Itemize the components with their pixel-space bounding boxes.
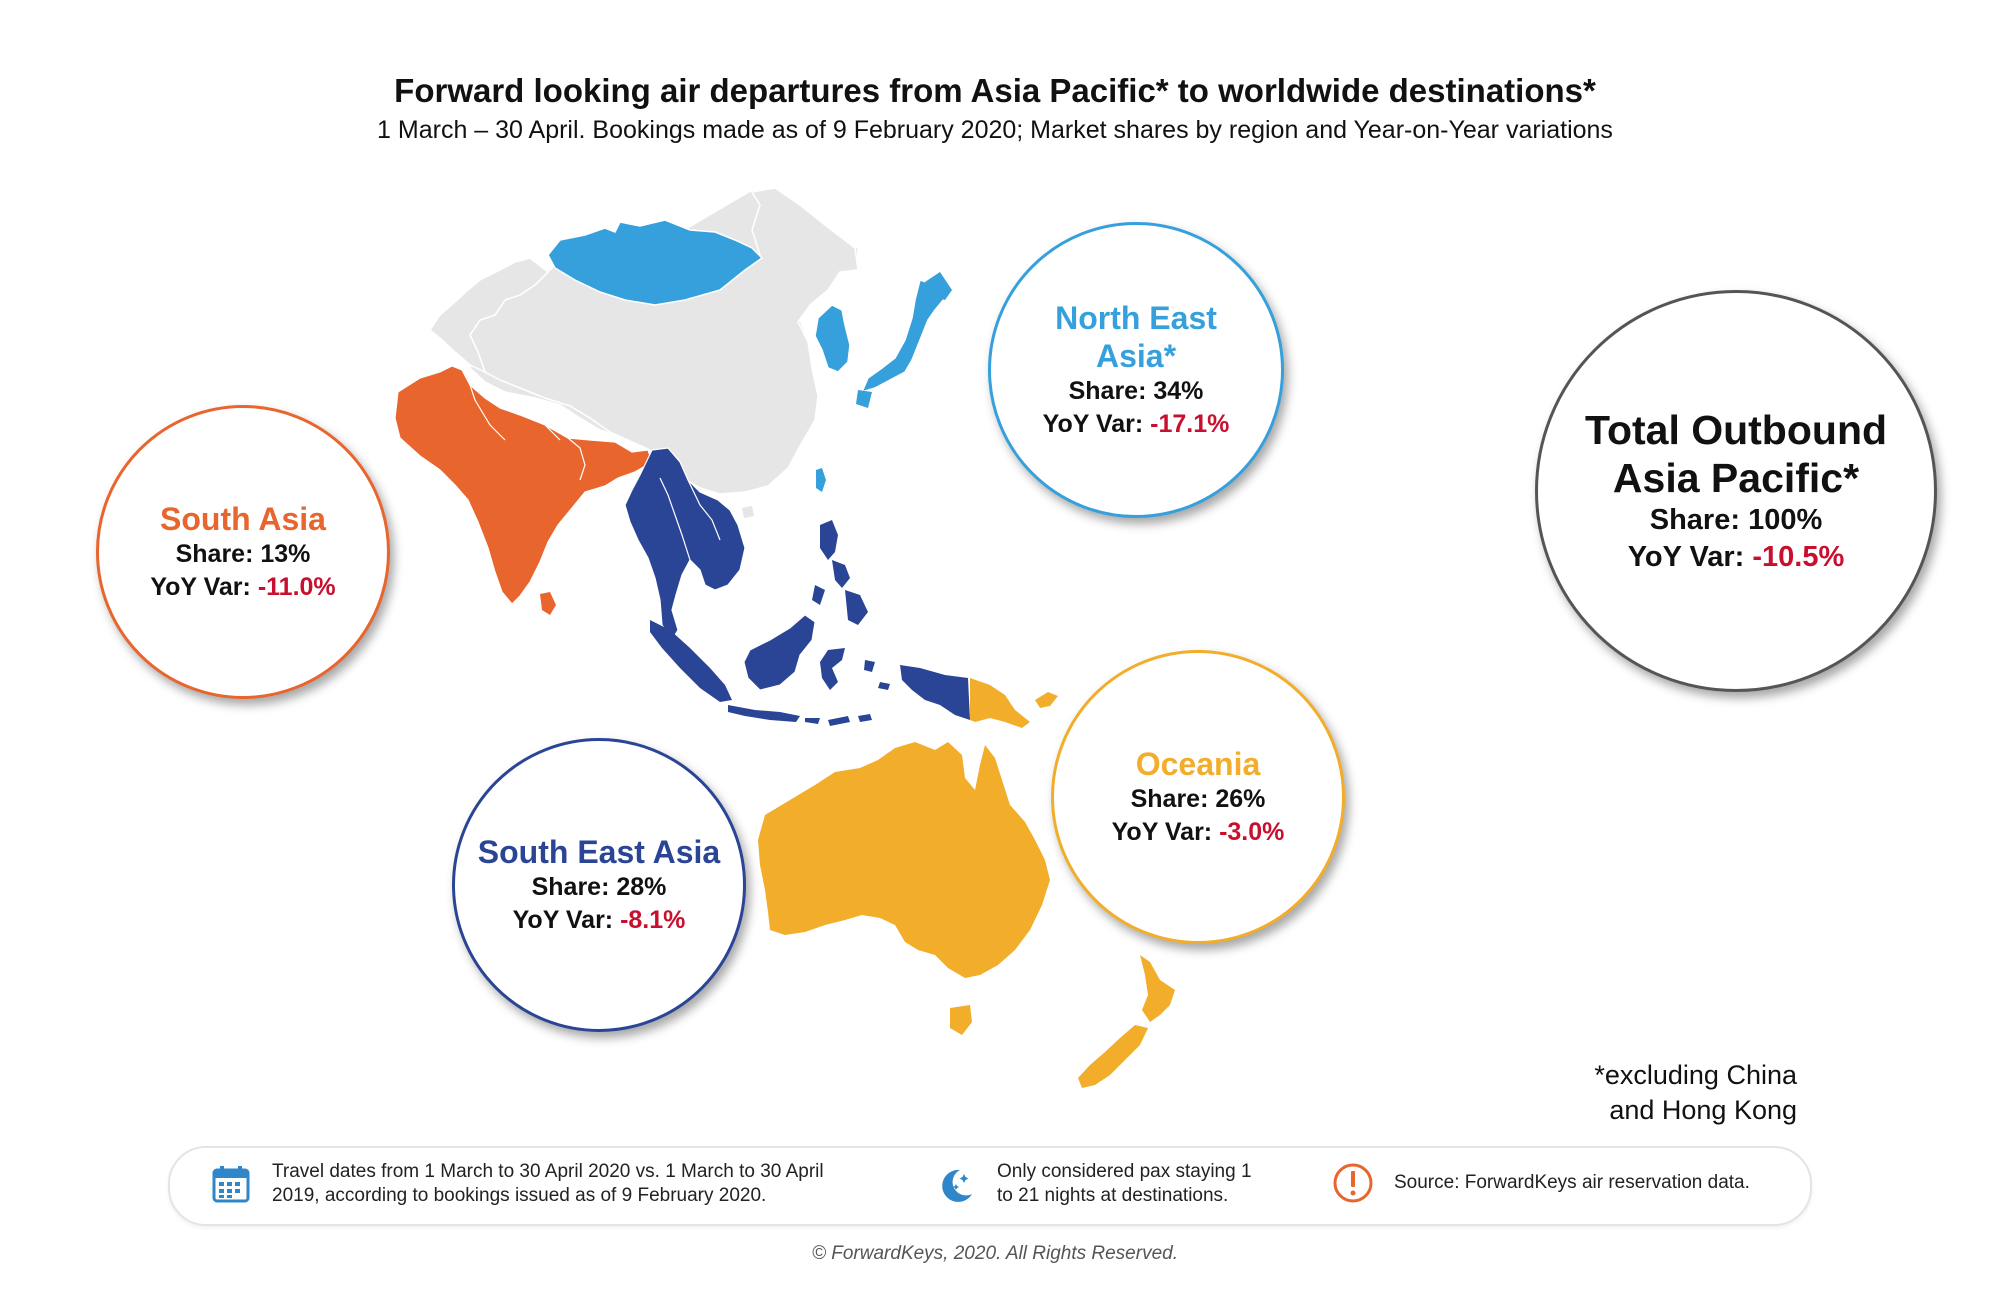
share-value: 26% — [1215, 785, 1266, 813]
region-name: South East Asia — [477, 834, 721, 870]
share-label: Share: — [1130, 785, 1216, 813]
nights-item: Only considered pax staying 1 to 21 nigh… — [933, 1160, 1252, 1208]
yoy-line: YoY Var: -8.1% — [513, 904, 686, 937]
source-text: Source: ForwardKeys air reservation data… — [1394, 1172, 1750, 1193]
yoy-value: -17.1% — [1150, 410, 1230, 438]
yoy-value: -3.0% — [1219, 818, 1285, 846]
region-name: Oceania — [1135, 746, 1261, 782]
yoy-value: -11.0% — [257, 573, 336, 601]
maluku-shape — [864, 660, 890, 690]
south-asia-bubble: South Asia Share: 13% YoY Var: -11.0% — [96, 405, 390, 699]
yoy-label: YoY Var: — [512, 906, 621, 934]
china-west — [429, 257, 550, 374]
philippines-shape — [812, 520, 868, 625]
new-zealand-south — [1078, 1025, 1148, 1088]
share-value: 34% — [1153, 377, 1204, 405]
share-line: Share: 13% — [176, 538, 311, 571]
share-line: Share: 28% — [532, 871, 667, 904]
hainan-shape — [742, 506, 754, 518]
note-line-1: *excluding China — [1594, 1060, 1797, 1090]
info-bar: Travel dates from 1 March to 30 April 20… — [168, 1146, 1812, 1226]
yoy-line: YoY Var: -10.5% — [1628, 539, 1845, 576]
share-value: 13% — [260, 540, 311, 568]
new-zealand-north — [1140, 955, 1175, 1022]
yoy-line: YoY Var: -17.1% — [1043, 408, 1230, 441]
share-label: Share: — [175, 540, 261, 568]
yoy-label: YoY Var: — [1042, 410, 1151, 438]
north-east-asia-bubble: North East Asia* Share: 34% YoY Var: -17… — [988, 222, 1284, 518]
yoy-label: YoY Var: — [150, 573, 258, 601]
share-line: Share: 26% — [1131, 783, 1266, 816]
nights-line-2: to 21 nights at destinations. — [997, 1185, 1229, 1206]
south-asia-shape — [394, 365, 653, 605]
south-east-asia-bubble: South East Asia Share: 28% YoY Var: -8.1… — [452, 738, 746, 1032]
share-line: Share: 34% — [1069, 375, 1204, 408]
yoy-line: YoY Var: -3.0% — [1112, 816, 1285, 849]
yoy-label: YoY Var: — [1627, 541, 1753, 573]
japan-hokkaido — [925, 272, 952, 300]
sulawesi-shape — [820, 648, 845, 690]
page-subtitle: 1 March – 30 April. Bookings made as of … — [377, 116, 1613, 144]
lesser-sunda — [805, 714, 872, 726]
australia-shape — [758, 742, 1050, 978]
yoy-line: YoY Var: -11.0% — [150, 571, 335, 604]
share-label: Share: — [1649, 504, 1749, 536]
png-shape — [970, 678, 1058, 728]
travel-dates-line-1: Travel dates from 1 March to 30 April 20… — [272, 1161, 824, 1182]
sri-lanka-shape — [540, 592, 556, 615]
region-name: South Asia — [160, 501, 326, 537]
borneo-shape — [743, 614, 816, 691]
region-name: North East Asia* — [1055, 300, 1217, 374]
korea-shape — [814, 304, 851, 373]
share-label: Share: — [1068, 377, 1154, 405]
share-value: 100% — [1748, 504, 1823, 536]
yoy-value: -10.5% — [1752, 541, 1845, 573]
moon-stars-icon — [933, 1161, 979, 1207]
page-title: Forward looking air departures from Asia… — [394, 72, 1596, 109]
yoy-label: YoY Var: — [1111, 818, 1220, 846]
tasmania-shape — [950, 1005, 972, 1035]
travel-dates-item: Travel dates from 1 March to 30 April 20… — [208, 1160, 824, 1208]
japan-shape — [860, 279, 946, 394]
copyright: © ForwardKeys, 2020. All Rights Reserved… — [811, 1243, 1178, 1264]
taiwan-shape — [816, 468, 826, 492]
share-label: Share: — [531, 873, 617, 901]
japan-kyushu — [856, 390, 872, 408]
java-shape — [728, 705, 800, 722]
papua-indonesia — [900, 665, 970, 720]
share-line: Share: 100% — [1650, 502, 1823, 539]
region-name: Total Outbound Asia Pacific* — [1584, 407, 1888, 501]
travel-dates-line-2: 2019, according to bookings issued as of… — [272, 1185, 767, 1206]
mongolia-shape — [547, 219, 764, 306]
share-value: 28% — [616, 873, 667, 901]
note-line-2: and Hong Kong — [1609, 1095, 1797, 1125]
nights-line-1: Only considered pax staying 1 — [997, 1161, 1252, 1182]
yoy-value: -8.1% — [620, 906, 686, 934]
source-item: Source: ForwardKeys air reservation data… — [1330, 1160, 1750, 1206]
exclamation-icon — [1330, 1160, 1376, 1206]
calendar-icon — [208, 1161, 254, 1207]
exclusion-note: *excluding China and Hong Kong — [1497, 1058, 1797, 1128]
total-bubble: Total Outbound Asia Pacific* Share: 100%… — [1535, 290, 1937, 692]
sumatra-shape — [650, 620, 732, 702]
oceania-bubble: Oceania Share: 26% YoY Var: -3.0% — [1051, 650, 1345, 944]
